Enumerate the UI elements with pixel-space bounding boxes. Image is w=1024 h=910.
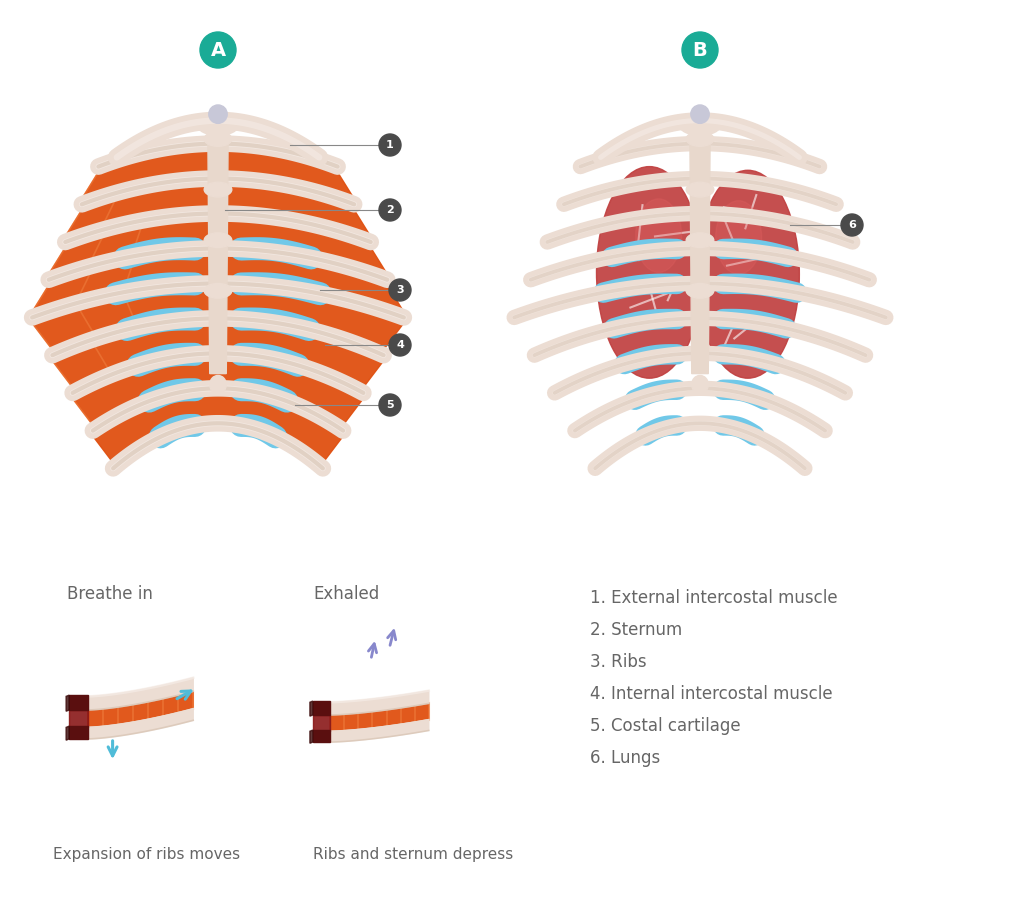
Polygon shape [310, 730, 312, 743]
Ellipse shape [210, 376, 226, 394]
Text: Breathe in: Breathe in [67, 585, 153, 603]
Polygon shape [310, 701, 312, 716]
Text: 2: 2 [386, 205, 394, 215]
Polygon shape [88, 709, 194, 739]
Polygon shape [32, 254, 403, 312]
Polygon shape [67, 726, 70, 740]
Polygon shape [330, 703, 429, 732]
Text: 3. Ribs: 3. Ribs [590, 653, 646, 671]
Circle shape [379, 134, 401, 156]
Circle shape [691, 105, 710, 124]
Polygon shape [312, 715, 330, 732]
Ellipse shape [692, 376, 709, 394]
Circle shape [389, 334, 411, 356]
Text: 1: 1 [386, 140, 394, 150]
Text: 1. External intercostal muscle: 1. External intercostal muscle [590, 589, 838, 607]
Ellipse shape [204, 132, 231, 147]
Text: 6. Lungs: 6. Lungs [590, 749, 660, 767]
Ellipse shape [716, 200, 762, 274]
Ellipse shape [198, 115, 239, 136]
Polygon shape [88, 692, 194, 727]
Polygon shape [88, 678, 194, 710]
Polygon shape [82, 149, 354, 198]
Circle shape [389, 279, 411, 301]
Polygon shape [67, 695, 70, 712]
Text: Exhaled: Exhaled [313, 585, 379, 603]
Polygon shape [330, 720, 429, 742]
Ellipse shape [686, 182, 714, 197]
Ellipse shape [204, 182, 231, 197]
Text: B: B [692, 41, 708, 59]
Text: 4: 4 [396, 340, 403, 350]
Circle shape [209, 105, 227, 124]
Ellipse shape [679, 115, 721, 136]
Polygon shape [49, 219, 387, 274]
Text: Ribs and sternum depress: Ribs and sternum depress [313, 847, 513, 863]
Ellipse shape [686, 233, 714, 248]
Text: 2. Sternum: 2. Sternum [590, 621, 682, 639]
Ellipse shape [696, 170, 800, 379]
Text: 4. Internal intercostal muscle: 4. Internal intercostal muscle [590, 685, 833, 703]
Polygon shape [66, 184, 371, 237]
Circle shape [841, 214, 863, 236]
Ellipse shape [636, 198, 682, 272]
Polygon shape [73, 359, 364, 425]
Polygon shape [330, 691, 429, 715]
Polygon shape [70, 710, 88, 727]
Polygon shape [312, 701, 330, 715]
Polygon shape [70, 726, 88, 739]
Ellipse shape [597, 167, 702, 379]
Text: 5: 5 [386, 400, 394, 410]
Polygon shape [52, 324, 384, 388]
Text: 5. Costal cartilage: 5. Costal cartilage [590, 717, 740, 735]
Text: Expansion of ribs moves: Expansion of ribs moves [53, 847, 240, 863]
Text: A: A [211, 41, 225, 59]
Circle shape [200, 32, 236, 68]
Text: 6: 6 [848, 220, 856, 230]
Circle shape [379, 394, 401, 416]
Ellipse shape [686, 132, 714, 147]
Polygon shape [208, 139, 228, 374]
Ellipse shape [204, 233, 231, 248]
Polygon shape [70, 695, 88, 710]
Circle shape [682, 32, 718, 68]
Polygon shape [690, 139, 710, 374]
Polygon shape [312, 730, 330, 742]
Ellipse shape [204, 283, 231, 298]
Circle shape [379, 199, 401, 221]
Text: 3: 3 [396, 285, 403, 295]
Polygon shape [32, 289, 403, 349]
Ellipse shape [686, 283, 714, 298]
Polygon shape [93, 394, 343, 463]
